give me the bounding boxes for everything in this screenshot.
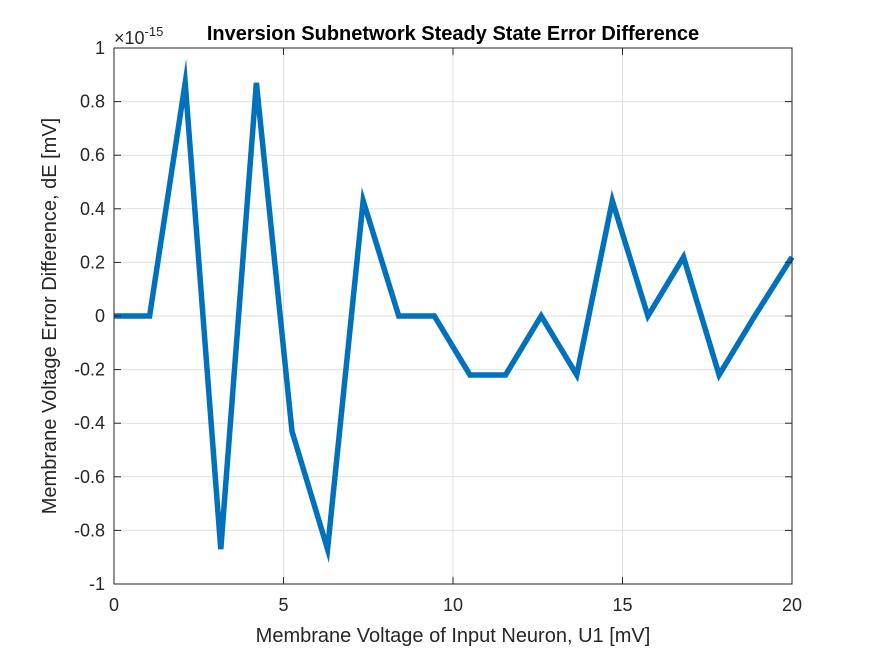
y-tick-label: 0 [95,306,105,326]
x-tick-label: 0 [109,595,119,615]
chart-title: Inversion Subnetwork Steady State Error … [207,23,699,45]
x-tick-label: 15 [612,595,632,615]
y-tick-label: 0.8 [80,92,105,112]
y-tick-label: 0.4 [80,199,105,219]
y-tick-label: 1 [95,38,105,58]
x-tick-label: 20 [782,595,802,615]
x-axis-label: Membrane Voltage of Input Neuron, U1 [mV… [256,625,651,647]
y-tick-label: -0.6 [74,467,105,487]
x-tick-label: 5 [278,595,288,615]
y-tick-label: -0.4 [74,413,105,433]
tick-labels: 0 5 10 15 20 -1 -0.8 -0.6 -0.4 -0.2 0 0.2 0.4 0.6 0.8 1 [74,38,802,615]
exponent-power: -15 [145,24,164,39]
y-tick-label: -0.2 [74,360,105,380]
y-tick-label: -1 [89,574,105,594]
exponent-base: ×10 [114,28,145,48]
grid [114,48,792,584]
data-lines [114,58,795,564]
y-axis-label: Membrane Voltage Error Difference, dE [m… [39,118,61,514]
x-tick-label: 10 [443,595,463,615]
ticks [113,47,793,585]
series-line [114,58,795,564]
y-tick-label: -0.8 [74,520,105,540]
y-tick-label: 0.2 [80,252,105,272]
y-tick-label: 0.6 [80,145,105,165]
exponent-label: ×10-15 [114,24,163,48]
